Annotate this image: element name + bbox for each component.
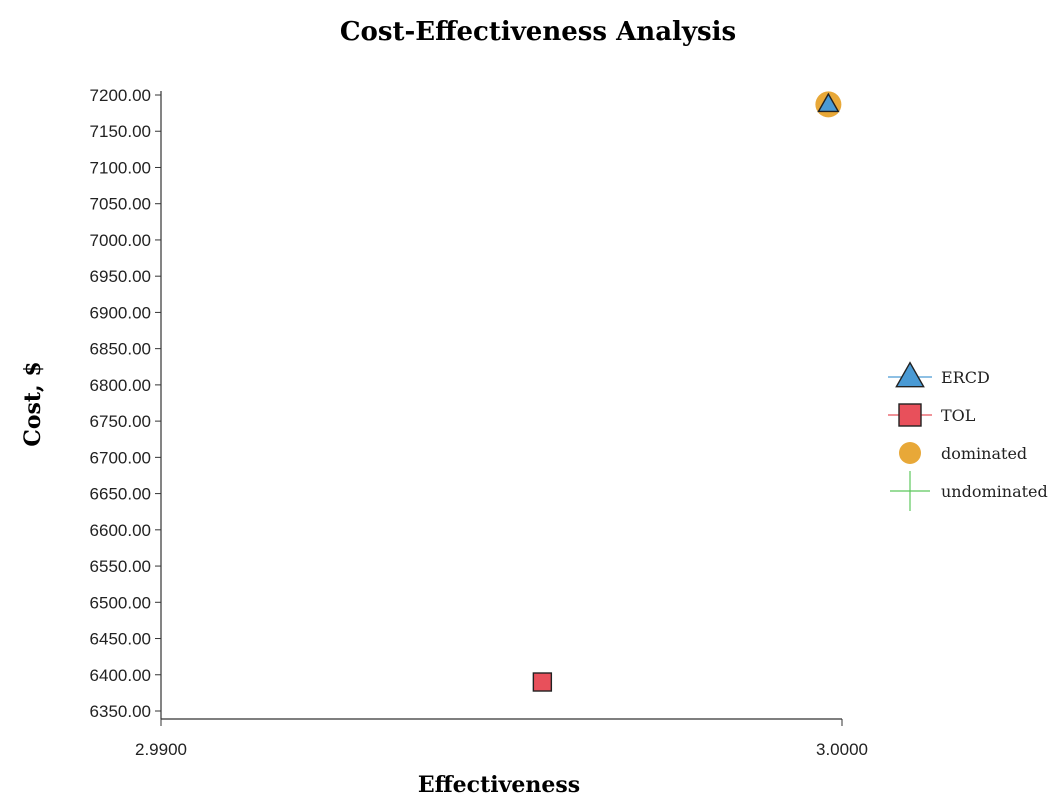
legend-marker-dominated: [899, 442, 921, 464]
y-tick-label: 6500.00: [90, 593, 151, 612]
y-tick-label: 6700.00: [90, 448, 151, 467]
y-tick-label: 7050.00: [90, 195, 151, 214]
y-axis-label: Cost, $: [20, 361, 46, 446]
point-ercd: [817, 92, 840, 113]
legend-label-undominated: undominated: [941, 482, 1048, 501]
y-tick-label: 6900.00: [90, 303, 151, 322]
y-tick-label: 6850.00: [90, 340, 151, 359]
legend-label-dominated: dominated: [941, 444, 1027, 463]
y-tick-label: 6800.00: [90, 376, 151, 395]
legend-marker-tol: [898, 403, 922, 427]
x-axis-ticks: 2.9900 3.0000: [135, 719, 868, 759]
chart-title: Cost-Effectiveness Analysis: [340, 17, 736, 47]
y-tick-label: 6650.00: [90, 485, 151, 504]
legend: ERCD TOL dominated undominated: [888, 361, 1048, 511]
y-tick-label: 6600.00: [90, 521, 151, 540]
y-tick-label: 7000.00: [90, 231, 151, 250]
legend-label-ercd: ERCD: [941, 368, 990, 387]
x-tick-label: 3.0000: [816, 740, 868, 759]
y-tick-label: 7200.00: [90, 86, 151, 105]
data-points: [532, 91, 842, 692]
x-axis-label: Effectiveness: [418, 772, 580, 798]
y-tick-label: 6350.00: [90, 702, 151, 721]
y-tick-label: 7150.00: [90, 122, 151, 141]
point-tol: [532, 672, 553, 692]
x-tick-label: 2.9900: [135, 740, 187, 759]
y-tick-label: 6950.00: [90, 267, 151, 286]
y-tick-label: 6750.00: [90, 412, 151, 431]
legend-marker-undominated: [890, 471, 930, 511]
y-tick-label: 6400.00: [90, 666, 151, 685]
y-axis-ticks: 6350.00 6400.00 6450.00 6500.00 6550.00 6600.…: [90, 86, 161, 721]
y-tick-label: 6550.00: [90, 557, 151, 576]
legend-label-tol: TOL: [941, 406, 976, 425]
y-tick-label: 7100.00: [90, 158, 151, 177]
y-tick-label: 6450.00: [90, 630, 151, 649]
legend-marker-ercd: [895, 361, 925, 388]
